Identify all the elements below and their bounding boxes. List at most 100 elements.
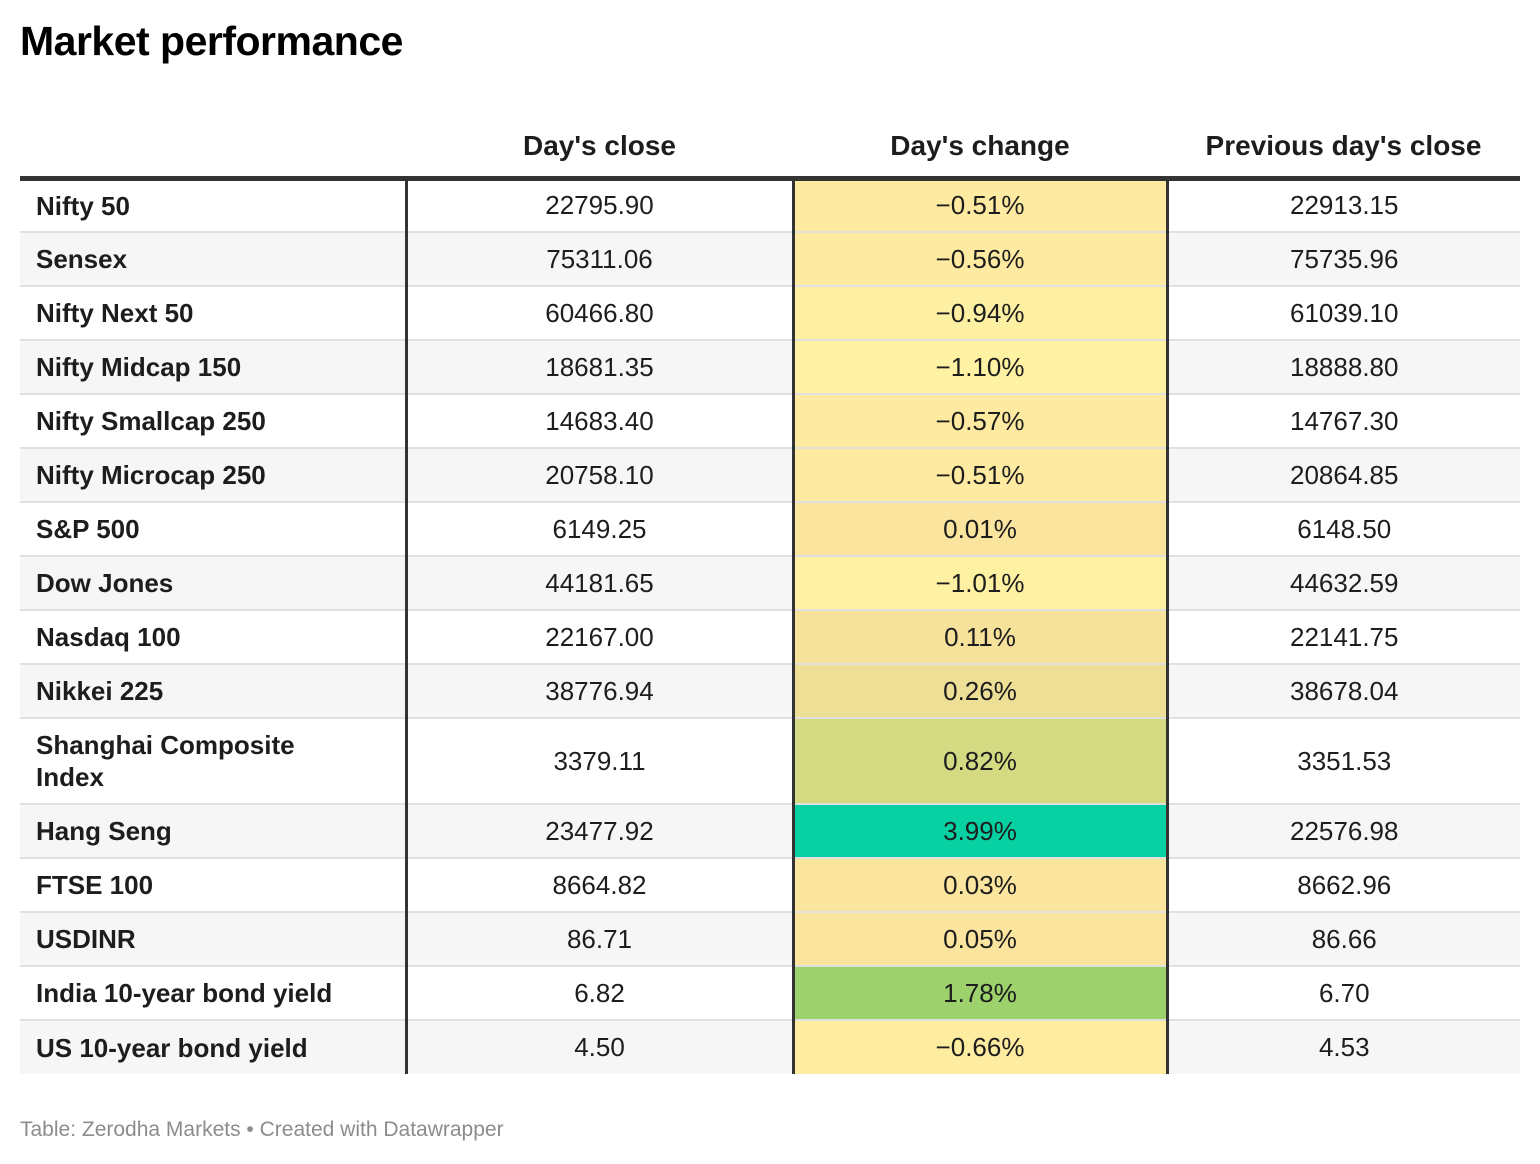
cell-days-change: −0.66% [793,1020,1169,1074]
cell-days-change: 0.82% [793,718,1169,805]
table-row: Nifty Smallcap 250 14683.40 −0.57% 14767.30 [20,394,1520,449]
index-name-label: S&P 500 [36,514,140,544]
cell-previous-close: 22913.15 [1167,178,1520,233]
table-row: Nifty Microcap 250 20758.10 −0.51% 20864.85 [20,448,1520,503]
index-name-label: US 10-year bond yield [36,1032,308,1063]
cell-days-close: 23477.92 [406,804,795,859]
cell-index-name: Nifty Smallcap 250 [20,394,408,449]
cell-days-change: 0.11% [793,610,1169,665]
cell-days-close: 22795.90 [406,178,795,233]
column-header-name[interactable] [20,110,406,181]
cell-previous-close: 18888.80 [1167,340,1520,395]
cell-index-name: Dow Jones [20,556,408,611]
column-header-days-close[interactable]: Day's close [406,110,793,181]
cell-index-name: Nifty 50 [20,178,408,233]
cell-index-name: Nikkei 225 [20,664,408,719]
cell-days-change: 0.26% [793,664,1169,719]
cell-index-name: USDINR [20,912,408,967]
index-name-label: Nifty 50 [36,190,130,221]
cell-days-close: 38776.94 [406,664,795,719]
cell-days-change: −1.01% [793,556,1169,611]
cell-index-name: Nasdaq 100 [20,610,408,665]
cell-previous-close: 6.70 [1167,966,1520,1021]
index-name-label: Shanghai Composite Index [36,730,295,792]
cell-days-close: 86.71 [406,912,795,967]
index-name-label: India 10-year bond yield [36,978,333,1008]
cell-days-change: 0.03% [793,858,1169,913]
table-row: Nikkei 225 38776.94 0.26% 38678.04 [20,664,1520,719]
cell-index-name: Nifty Next 50 [20,286,408,341]
cell-days-close: 8664.82 [406,858,795,913]
index-name-label: Sensex [36,244,128,274]
index-name-label: Nifty Microcap 250 [36,460,266,490]
cell-days-close: 60466.80 [406,286,795,341]
cell-index-name: Shanghai Composite Index [20,718,408,805]
index-name-label: Nasdaq 100 [36,622,181,652]
cell-days-close: 22167.00 [406,610,795,665]
index-name-label: Dow Jones [36,568,174,598]
cell-previous-close: 22141.75 [1167,610,1520,665]
cell-days-close: 3379.11 [406,718,795,805]
cell-previous-close: 38678.04 [1167,664,1520,719]
table-row: Nasdaq 100 22167.00 0.11% 22141.75 [20,610,1520,665]
index-name-label: USDINR [36,924,136,954]
page-title: Market performance [20,18,403,64]
cell-days-change: 0.05% [793,912,1169,967]
cell-previous-close: 22576.98 [1167,804,1520,859]
cell-previous-close: 14767.30 [1167,394,1520,449]
cell-days-close: 6149.25 [406,502,795,557]
table-row: Hang Seng 23477.92 3.99% 22576.98 [20,804,1520,859]
cell-previous-close: 61039.10 [1167,286,1520,341]
table-row: Sensex 75311.06 −0.56% 75735.96 [20,232,1520,287]
source-credit: Table: Zerodha Markets • Created with Da… [20,1118,504,1141]
table-row: US 10-year bond yield 4.50 −0.66% 4.53 [20,1020,1520,1074]
cell-previous-close: 75735.96 [1167,232,1520,287]
table-row: Nifty Midcap 150 18681.35 −1.10% 18888.80 [20,340,1520,395]
index-name-label: Nifty Midcap 150 [36,352,242,382]
cell-index-name: Nifty Midcap 150 [20,340,408,395]
cell-previous-close: 86.66 [1167,912,1520,967]
index-name-label: Nifty Smallcap 250 [36,406,266,436]
cell-days-change: −0.56% [793,232,1169,287]
market-performance-table: Day's close Day's change Previous day's … [20,110,1520,1074]
table-row: Nifty 50 22795.90 −0.51% 22913.15 [20,178,1520,233]
cell-index-name: S&P 500 [20,502,408,557]
column-header-days-change[interactable]: Day's change [793,110,1167,181]
cell-previous-close: 4.53 [1167,1020,1520,1074]
column-header-previous-close[interactable]: Previous day's close [1167,110,1520,181]
table-body: Nifty 50 22795.90 −0.51% 22913.15 Sensex 7531… [20,178,1520,1074]
table-row: USDINR 86.71 0.05% 86.66 [20,912,1520,967]
table-header-row: Day's close Day's change Previous day's … [20,110,1520,181]
index-name-label: Nifty Next 50 [36,298,194,328]
cell-days-change: −0.51% [793,178,1169,233]
cell-days-change: −1.10% [793,340,1169,395]
cell-index-name: India 10-year bond yield [20,966,408,1021]
cell-days-change: 0.01% [793,502,1169,557]
cell-days-close: 44181.65 [406,556,795,611]
cell-days-close: 18681.35 [406,340,795,395]
index-name-label: FTSE 100 [36,870,154,900]
table-row: Dow Jones 44181.65 −1.01% 44632.59 [20,556,1520,611]
cell-previous-close: 44632.59 [1167,556,1520,611]
cell-previous-close: 8662.96 [1167,858,1520,913]
cell-previous-close: 6148.50 [1167,502,1520,557]
cell-previous-close: 20864.85 [1167,448,1520,503]
cell-days-change: 1.78% [793,966,1169,1021]
cell-days-close: 20758.10 [406,448,795,503]
cell-days-change: −0.51% [793,448,1169,503]
table-row: Nifty Next 50 60466.80 −0.94% 61039.10 [20,286,1520,341]
cell-index-name: Sensex [20,232,408,287]
table-row: S&P 500 6149.25 0.01% 6148.50 [20,502,1520,557]
index-name-label: Hang Seng [36,816,172,846]
table-row: Shanghai Composite Index 3379.11 0.82% 3351… [20,718,1520,805]
cell-days-close: 4.50 [406,1020,795,1074]
table-row: India 10-year bond yield 6.82 1.78% 6.70 [20,966,1520,1021]
table-row: FTSE 100 8664.82 0.03% 8662.96 [20,858,1520,913]
cell-days-change: −0.94% [793,286,1169,341]
cell-index-name: US 10-year bond yield [20,1020,408,1074]
cell-index-name: FTSE 100 [20,858,408,913]
cell-index-name: Hang Seng [20,804,408,859]
cell-days-close: 75311.06 [406,232,795,287]
cell-days-close: 6.82 [406,966,795,1021]
cell-days-change: 3.99% [793,804,1169,859]
